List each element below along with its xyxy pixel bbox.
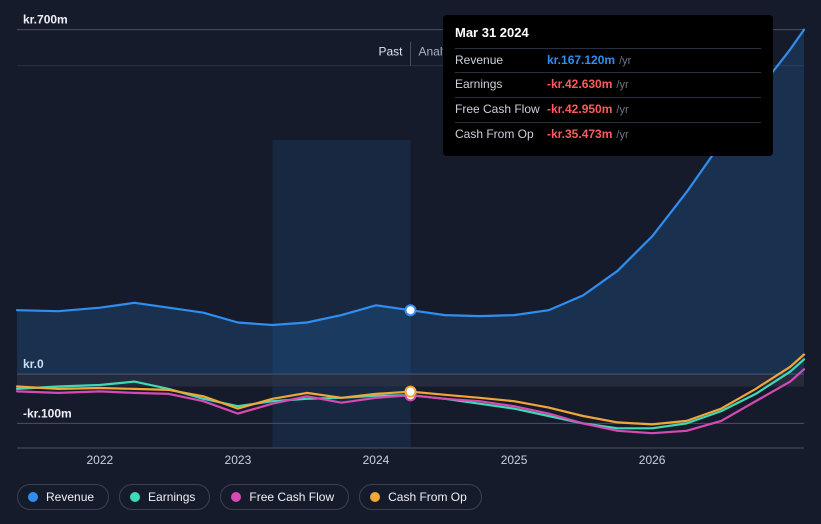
svg-text:Past: Past — [378, 45, 403, 59]
tooltip-metric-label: Cash From Op — [455, 125, 547, 144]
svg-text:2022: 2022 — [86, 453, 113, 467]
tooltip-title: Mar 31 2024 — [455, 23, 761, 44]
legend-label: Earnings — [148, 490, 195, 504]
tooltip-metric-value: -kr.42.950m — [547, 100, 612, 119]
legend-dot-icon — [28, 492, 38, 502]
tooltip-metric-value: kr.167.120m — [547, 51, 615, 70]
legend-label: Free Cash Flow — [249, 490, 334, 504]
tooltip-metric-unit: /yr — [616, 127, 628, 145]
svg-text:2023: 2023 — [225, 453, 252, 467]
legend-item-revenue[interactable]: Revenue — [17, 484, 109, 510]
tooltip-row: Earnings-kr.42.630m/yr — [455, 72, 761, 97]
tooltip-metric-value: -kr.35.473m — [547, 125, 612, 144]
tooltip-metric-label: Earnings — [455, 75, 547, 94]
tooltip-metric-unit: /yr — [616, 77, 628, 95]
tooltip-row: Cash From Op-kr.35.473m/yr — [455, 122, 761, 147]
legend-dot-icon — [370, 492, 380, 502]
legend-label: Cash From Op — [388, 490, 467, 504]
legend-label: Revenue — [46, 490, 94, 504]
tooltip-metric-value: -kr.42.630m — [547, 75, 612, 94]
tooltip-metric-label: Free Cash Flow — [455, 100, 547, 119]
legend-dot-icon — [130, 492, 140, 502]
tooltip-metric-unit: /yr — [619, 53, 631, 71]
svg-text:2025: 2025 — [501, 453, 528, 467]
chart-tooltip: Mar 31 2024 Revenuekr.167.120m/yrEarning… — [443, 15, 773, 156]
financials-chart: kr.700mkr.0-kr.100mPastAnalysts Forecast… — [0, 0, 821, 524]
tooltip-metric-unit: /yr — [616, 102, 628, 120]
tooltip-row: Free Cash Flow-kr.42.950m/yr — [455, 97, 761, 122]
tooltip-row: Revenuekr.167.120m/yr — [455, 48, 761, 73]
svg-text:2026: 2026 — [639, 453, 666, 467]
legend-item-earnings[interactable]: Earnings — [119, 484, 210, 510]
svg-text:2024: 2024 — [363, 453, 390, 467]
chart-legend: Revenue Earnings Free Cash Flow Cash From O… — [17, 484, 482, 510]
svg-text:kr.700m: kr.700m — [23, 13, 68, 27]
tooltip-rows: Revenuekr.167.120m/yrEarnings-kr.42.630m… — [455, 48, 761, 146]
legend-item-fcf[interactable]: Free Cash Flow — [220, 484, 349, 510]
svg-text:-kr.100m: -kr.100m — [23, 406, 72, 420]
tooltip-metric-label: Revenue — [455, 51, 547, 70]
legend-dot-icon — [231, 492, 241, 502]
legend-item-cfo[interactable]: Cash From Op — [359, 484, 482, 510]
